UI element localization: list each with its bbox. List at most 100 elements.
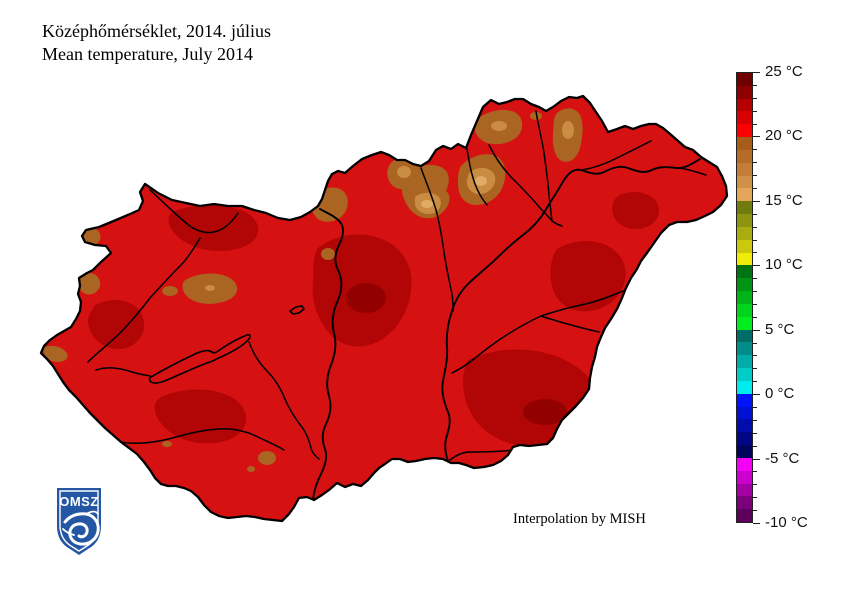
colorbar-tick: [753, 381, 757, 383]
colorbar-segment: [737, 509, 752, 522]
colorbar-segment: [737, 406, 752, 420]
colorbar-tick: [753, 278, 757, 280]
omsz-shield: [57, 488, 101, 555]
colorbar-tick: [753, 175, 757, 177]
colorbar-segment: [737, 214, 752, 227]
warm-anomaly-patch: [612, 192, 659, 229]
colorbar-segment: [737, 85, 752, 99]
lake-velence: [288, 305, 306, 315]
colorbar-tick: [753, 110, 757, 112]
cool-mountain-core: [562, 121, 574, 139]
colorbar-tick: [753, 445, 757, 447]
colorbar-segment: [737, 73, 752, 86]
colorbar-segment: [737, 445, 752, 458]
colorbar-tick: [753, 84, 757, 86]
cool-mountain-core: [205, 285, 215, 291]
river-koros-south: [540, 315, 600, 333]
river-szamos: [678, 167, 707, 176]
colorbar-segment: [737, 188, 752, 202]
colorbar-tick: [753, 162, 757, 164]
colorbar-segment: [737, 419, 752, 433]
colorbar: [736, 72, 753, 523]
omsz-wave-icon: [63, 512, 100, 546]
colorbar-segment: [737, 470, 752, 484]
river-koros-north: [540, 290, 624, 317]
colorbar-segment: [737, 111, 752, 125]
colorbar-tick: [753, 316, 757, 318]
hot-spot: [523, 399, 567, 425]
colorbar-segment: [737, 239, 752, 253]
river-tisza: [441, 158, 701, 462]
colorbar-tick: [753, 342, 757, 344]
cool-mountain-patch-koszeg: [78, 273, 101, 295]
colorbar-segment: [737, 149, 752, 163]
colorbar-tick: [753, 123, 757, 125]
colorbar-segment: [737, 316, 752, 330]
colorbar-tick: [753, 432, 757, 434]
colorbar-tick: [753, 252, 757, 254]
cool-mountain-core: [491, 121, 507, 131]
map-title-hungarian: Középhőmérséklet, 2014. július: [42, 21, 271, 41]
river-bodva: [466, 148, 488, 206]
omsz-wave-accent: [87, 510, 99, 515]
colorbar-tick: [753, 213, 757, 215]
colorbar-segment: [737, 226, 752, 240]
river-sio: [248, 341, 320, 460]
colorbar-label: 10 °C: [765, 256, 803, 274]
cool-mountain-core: [397, 166, 411, 178]
lake-balaton: [148, 333, 251, 384]
colorbar-tick: [753, 226, 757, 228]
river-sajo: [488, 144, 563, 227]
colorbar-label: 0 °C: [765, 385, 795, 403]
colorbar-segment: [737, 496, 752, 510]
river-bodrog: [581, 140, 652, 171]
colorbar-segment: [737, 124, 752, 138]
cool-mountain-patch: [247, 466, 255, 472]
cool-mountain-core: [421, 200, 433, 208]
cool-mountain-patch: [162, 441, 172, 447]
warm-anomaly-patch: [550, 240, 626, 312]
colorbar-segment: [737, 278, 752, 292]
colorbar-tick: [753, 355, 757, 357]
colorbar-segment: [737, 432, 752, 446]
colorbar-tick: [753, 394, 760, 396]
omsz-wave-accent: [62, 528, 75, 536]
colorbar-segment: [737, 201, 752, 215]
colorbar-segment: [737, 368, 752, 381]
cool-mountain-patch: [162, 286, 178, 296]
omsz-logo: OMSZ: [57, 488, 101, 555]
colorbar-tick: [753, 510, 757, 512]
colorbar-tick: [753, 497, 757, 499]
cool-mountain-patch-buda: [321, 248, 335, 260]
colorbar-label: 15 °C: [765, 191, 803, 209]
colorbar-tick: [753, 471, 757, 473]
cool-mountain-patch-sopron: [82, 228, 101, 245]
colorbar-segment: [737, 483, 752, 497]
cool-mountain-patch: [530, 112, 542, 120]
colorbar-tick: [753, 419, 757, 421]
river-raba: [87, 237, 201, 363]
river-koros-main: [451, 315, 542, 374]
colorbar-segment: [737, 252, 752, 266]
temperature-colorbar: 25 °C 20 °C 15 °C 10 °C 5 °C 0 °C -5 °C -10 °C: [736, 63, 842, 531]
colorbar-label: -10 °C: [765, 514, 808, 531]
river-kapos: [83, 428, 285, 451]
colorbar-tick: [753, 200, 760, 202]
colorbar-segment: [737, 329, 752, 343]
warm-anomaly-patch: [154, 389, 247, 444]
river-mosoni-duna: [149, 189, 239, 234]
colorbar-tick: [753, 407, 757, 409]
river-danube: [312, 208, 344, 500]
colorbar-tick: [753, 187, 757, 189]
colorbar-tick: [753, 329, 760, 331]
colorbar-segment: [737, 137, 752, 150]
colorbar-tick: [753, 149, 757, 151]
colorbar-tick: [753, 136, 760, 138]
colorbar-segment: [737, 457, 752, 471]
colorbar-segment: [737, 175, 752, 189]
colorbar-tick: [753, 523, 760, 524]
cool-mountain-patch-west: [43, 345, 68, 362]
colorbar-tick: [753, 239, 757, 241]
